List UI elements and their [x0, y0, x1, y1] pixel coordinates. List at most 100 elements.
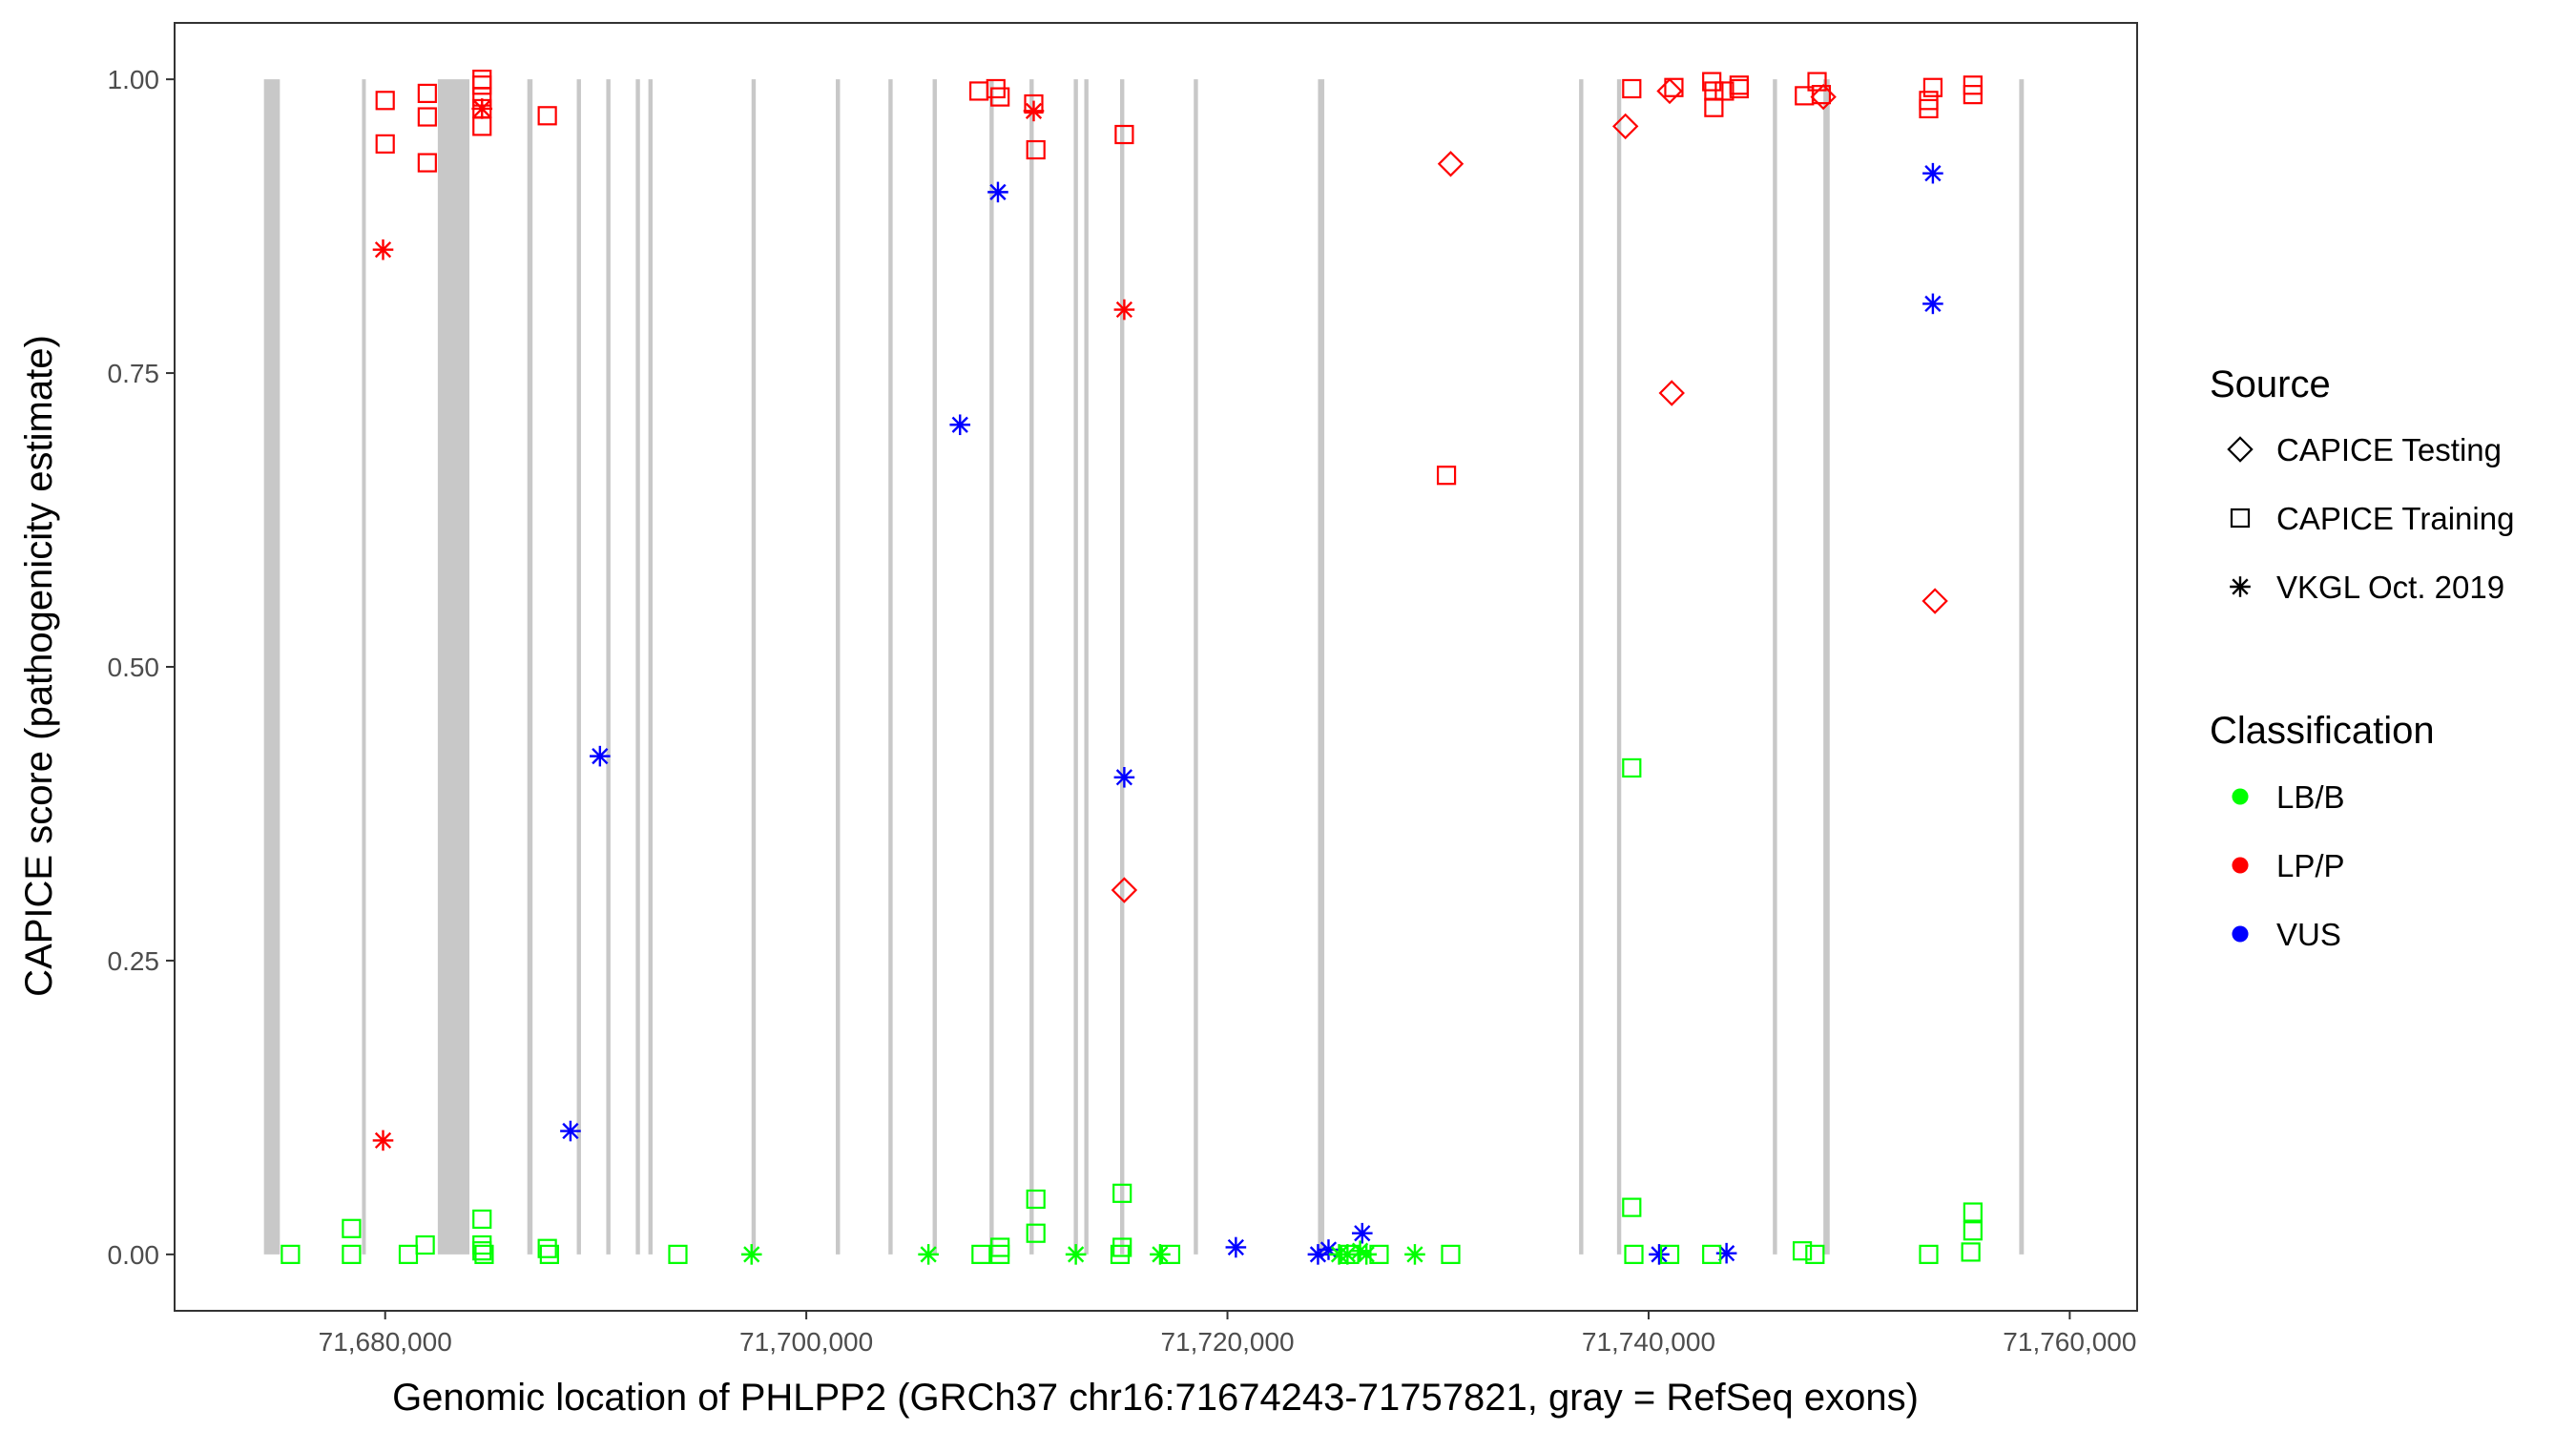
point-lp-p-square-5	[472, 70, 492, 90]
point-lb-b-square-27	[1659, 1244, 1680, 1264]
legend-key-diamond-icon	[2227, 436, 2254, 463]
exon-band-2	[437, 79, 469, 1255]
exon-band-4	[576, 79, 581, 1255]
point-lp-p-square-10	[537, 106, 557, 126]
legend-key-square-icon	[2230, 508, 2251, 529]
point-lb-b-star-2	[1065, 1244, 1087, 1265]
point-lb-b-star-0	[740, 1244, 762, 1265]
exon-band-0	[263, 79, 280, 1255]
point-lb-b-square-1	[342, 1244, 362, 1264]
exon-band-20	[1616, 79, 1622, 1255]
exon-band-1	[362, 79, 366, 1255]
point-vus-star-0	[590, 745, 611, 767]
exon-band-15	[1084, 79, 1089, 1255]
point-lb-b-square-28	[1702, 1244, 1722, 1264]
point-lp-p-square-2	[417, 83, 437, 104]
y-tick-label: 0.75	[108, 359, 160, 388]
point-lb-b-star-8	[1404, 1244, 1425, 1265]
exon-band-3	[527, 79, 533, 1255]
exon-band-16	[1119, 79, 1125, 1255]
legend-label: VKGL Oct. 2019	[2276, 570, 2504, 605]
point-lb-b-square-2	[342, 1218, 362, 1238]
point-lb-b-square-24	[1622, 757, 1642, 778]
point-lp-p-square-17	[1436, 466, 1457, 486]
point-lp-p-square-18	[1622, 78, 1642, 99]
point-lb-b-square-4	[415, 1234, 435, 1255]
point-lp-p-square-23	[1714, 81, 1735, 101]
point-lb-b-square-30	[1805, 1244, 1825, 1264]
exon-band-14	[1073, 79, 1078, 1255]
point-lp-p-square-19	[1664, 77, 1684, 97]
point-vus-star-5	[1225, 1236, 1247, 1258]
point-lb-b-square-7	[472, 1241, 492, 1261]
exon-band-17	[1194, 79, 1198, 1255]
data-points	[280, 70, 1983, 1265]
point-lp-p-square-15	[1026, 139, 1046, 160]
x-tick-label: 71,700,000	[739, 1327, 873, 1357]
point-lb-b-square-23	[1441, 1244, 1461, 1264]
exon-band-11	[932, 79, 937, 1255]
point-lp-p-square-22	[1704, 97, 1724, 117]
point-lp-p-square-0	[375, 91, 395, 111]
point-lb-b-square-33	[1963, 1221, 1983, 1241]
legend-source: Source CAPICE Testing CAPICE Training VKGL …	[2210, 363, 2514, 605]
point-lp-p-square-25	[1729, 78, 1749, 99]
point-lp-p-diamond-0	[1111, 877, 1138, 903]
point-lb-b-star-1	[918, 1244, 939, 1265]
exon-band-8	[751, 79, 757, 1255]
point-lp-p-square-3	[417, 107, 437, 127]
point-lp-p-square-1	[375, 134, 395, 154]
y-tick-label: 1.00	[108, 65, 160, 94]
point-lb-b-square-31	[1919, 1244, 1939, 1264]
point-lp-p-square-33	[1963, 85, 1983, 105]
point-lb-b-square-0	[280, 1244, 301, 1264]
point-lp-p-star-0	[372, 238, 394, 260]
exon-band-6	[635, 79, 640, 1255]
point-lp-p-square-11	[969, 81, 989, 101]
y-axis-title: CAPICE score (pathogenicity estimate)	[18, 335, 60, 997]
point-vus-star-4	[1113, 766, 1135, 788]
exon-band-21	[1773, 79, 1777, 1255]
point-lb-b-square-13	[990, 1237, 1010, 1257]
legend-label: LB/B	[2276, 779, 2345, 815]
point-lp-p-square-31	[1922, 77, 1943, 97]
point-lp-p-diamond-3	[1656, 77, 1683, 105]
point-lb-b-square-12	[971, 1244, 991, 1264]
point-vus-star-2	[949, 414, 971, 436]
legend-title: Classification	[2210, 710, 2435, 752]
point-lb-b-square-34	[1961, 1242, 1981, 1262]
point-lb-b-square-25	[1622, 1197, 1642, 1217]
legend-label: VUS	[2276, 917, 2341, 952]
point-lp-p-square-6	[472, 75, 492, 95]
point-lp-p-star-4	[1113, 299, 1135, 321]
point-lb-b-square-8	[474, 1244, 494, 1264]
point-lp-p-diamond-6	[1810, 83, 1837, 111]
point-lp-p-diamond-2	[1611, 113, 1639, 140]
legend-label: CAPICE Training	[2276, 501, 2514, 536]
point-lp-p-star-3	[1023, 100, 1045, 122]
legend-key-dot-icon	[2232, 857, 2249, 874]
y-tick-label: 0.00	[108, 1240, 160, 1270]
exon-band-13	[1029, 79, 1034, 1255]
legend-key-dot-icon	[2232, 925, 2249, 943]
x-tick-label: 71,760,000	[2003, 1327, 2136, 1357]
point-lb-b-square-18	[1112, 1237, 1132, 1257]
point-lb-b-square-5	[472, 1209, 492, 1230]
point-lb-b-square-15	[1026, 1189, 1046, 1210]
exon-band-9	[836, 79, 841, 1255]
exon-band-22	[1823, 79, 1830, 1255]
exon-band-5	[606, 79, 611, 1255]
legend-classification: Classification LB/B LP/P VUS	[2210, 710, 2435, 952]
point-lb-b-star-7	[1356, 1244, 1378, 1265]
point-lp-p-square-13	[990, 87, 1010, 107]
point-lp-p-square-4	[417, 153, 437, 173]
point-lb-b-square-9	[537, 1238, 557, 1258]
point-vus-star-8	[1351, 1222, 1373, 1244]
y-tick-label: 0.50	[108, 653, 160, 682]
exon-band-18	[1318, 79, 1325, 1255]
exon-band-12	[989, 79, 994, 1255]
point-vus-star-3	[987, 181, 1008, 203]
point-lp-p-diamond-1	[1437, 151, 1465, 177]
point-lb-b-square-19	[1110, 1244, 1131, 1264]
point-lb-b-square-26	[1624, 1244, 1644, 1264]
